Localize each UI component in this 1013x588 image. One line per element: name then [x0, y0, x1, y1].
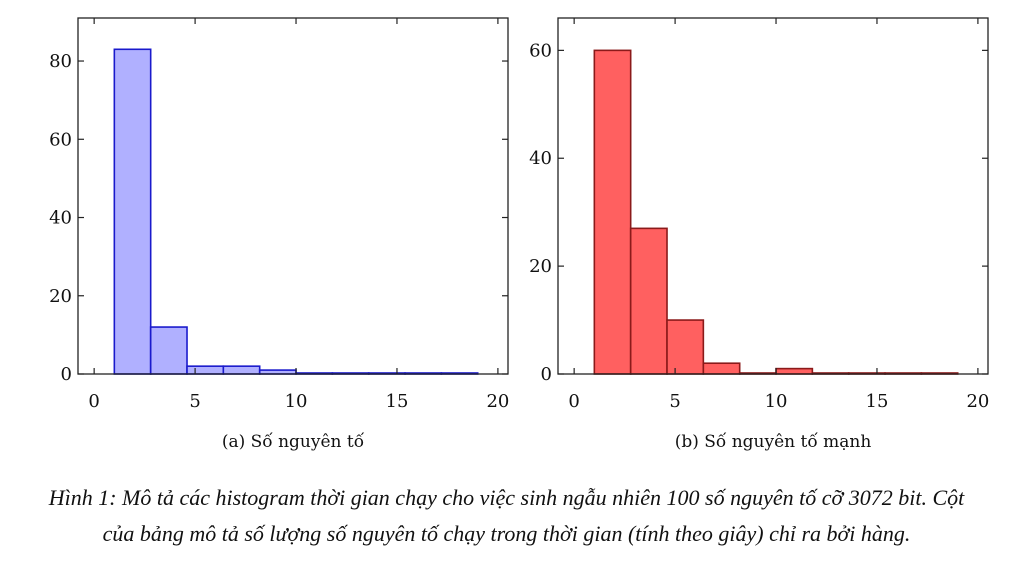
- chart-b-bar: [775, 367, 814, 375]
- chart-b-bar: [629, 227, 668, 375]
- chart-a-y-tick-label: 80: [49, 51, 72, 72]
- chart-a-x-tick-label: 20: [486, 391, 509, 412]
- chart-a-y-tick-label: 40: [49, 208, 72, 229]
- chart-a-bar: [149, 326, 188, 375]
- chart-b-bar: [666, 319, 705, 375]
- chart-b-y-tick-label: 40: [529, 148, 552, 169]
- chart-a-frame: [77, 17, 509, 375]
- chart-b-x-tick-label: 0: [568, 391, 579, 412]
- chart-b-x-tick-label: 20: [966, 391, 989, 412]
- chart-b-bar: [702, 362, 741, 375]
- chart-a-x-tick-label: 5: [189, 391, 200, 412]
- chart-b-y-tick-label: 60: [529, 40, 552, 61]
- chart-a-x-tick-label: 15: [386, 391, 409, 412]
- chart-a-x-tick-label: 0: [88, 391, 99, 412]
- chart-b-x-tick-label: 5: [669, 391, 680, 412]
- chart-a-x-tick-label: 10: [285, 391, 308, 412]
- chart-a-y-tick-label: 60: [49, 129, 72, 150]
- chart-b-subcaption: (b) Số nguyên tố mạnh: [675, 432, 872, 452]
- chart-b-x-tick-label: 10: [765, 391, 788, 412]
- chart-b-frame: [557, 17, 989, 375]
- chart-b-bar: [593, 49, 632, 375]
- chart-a-subcaption: (a) Số nguyên tố: [222, 432, 365, 452]
- chart-a-bar: [186, 365, 225, 375]
- chart-a-bar: [222, 365, 261, 375]
- figure-caption: Hình 1: Mô tả các histogram thời gian ch…: [48, 485, 965, 546]
- chart-b-y-tick-label: 0: [541, 364, 552, 385]
- chart-a-bar: [113, 48, 152, 375]
- chart-a-y-tick-label: 20: [49, 286, 72, 307]
- chart-a-y-tick-label: 0: [61, 364, 72, 385]
- chart-b-y-tick-label: 20: [529, 256, 552, 277]
- chart-b-x-tick-label: 15: [866, 391, 889, 412]
